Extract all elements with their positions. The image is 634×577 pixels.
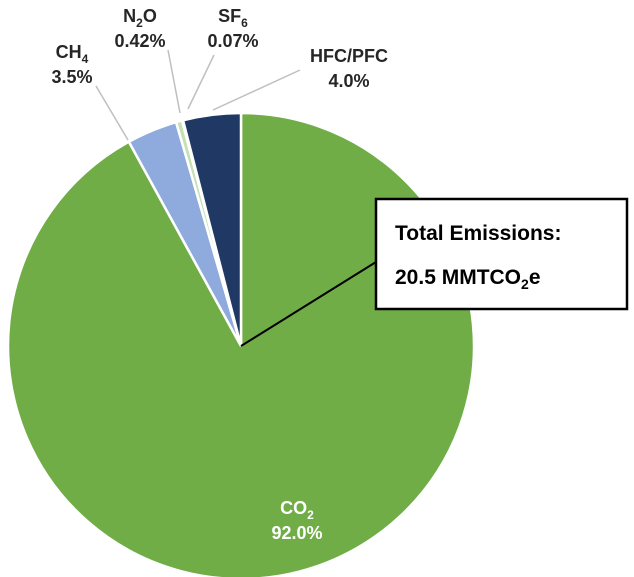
- leader-line: [167, 49, 181, 114]
- leader-line: [212, 69, 301, 111]
- slice-label-value: 4.0%: [328, 71, 369, 91]
- leader-lines: [95, 49, 301, 141]
- slice-label-name: HFC/PFC: [310, 46, 388, 66]
- slice-label-name: N2O: [123, 6, 157, 30]
- slice-label-name: CO2: [280, 498, 314, 522]
- slice-label-value: 92.0%: [271, 523, 322, 543]
- leader-line: [187, 54, 215, 110]
- slice-label-value: 0.07%: [207, 31, 258, 51]
- slice-label-value: 0.42%: [114, 31, 165, 51]
- pie-slice-hfc-pfc: [181, 111, 243, 347]
- annotation-line-2: 20.5 MMTCO2e: [395, 266, 541, 292]
- annotation-box: [374, 197, 629, 311]
- annotation-leader-line: [240, 261, 377, 347]
- annotation-line-1: Total Emissions:: [395, 222, 561, 245]
- total-emissions-annotation: Total Emissions: 20.5 MMTCO2e: [240, 197, 629, 347]
- leader-line: [95, 85, 129, 141]
- annotation-suffix: e: [529, 266, 541, 289]
- annotation-subscript: 2: [521, 276, 529, 292]
- annotation-total-value: 20.5 MMTCO: [395, 266, 521, 289]
- slice-label-name: SF6: [218, 6, 248, 30]
- slice-label-name: CH4: [56, 42, 89, 66]
- slice-label-value: 3.5%: [51, 67, 92, 87]
